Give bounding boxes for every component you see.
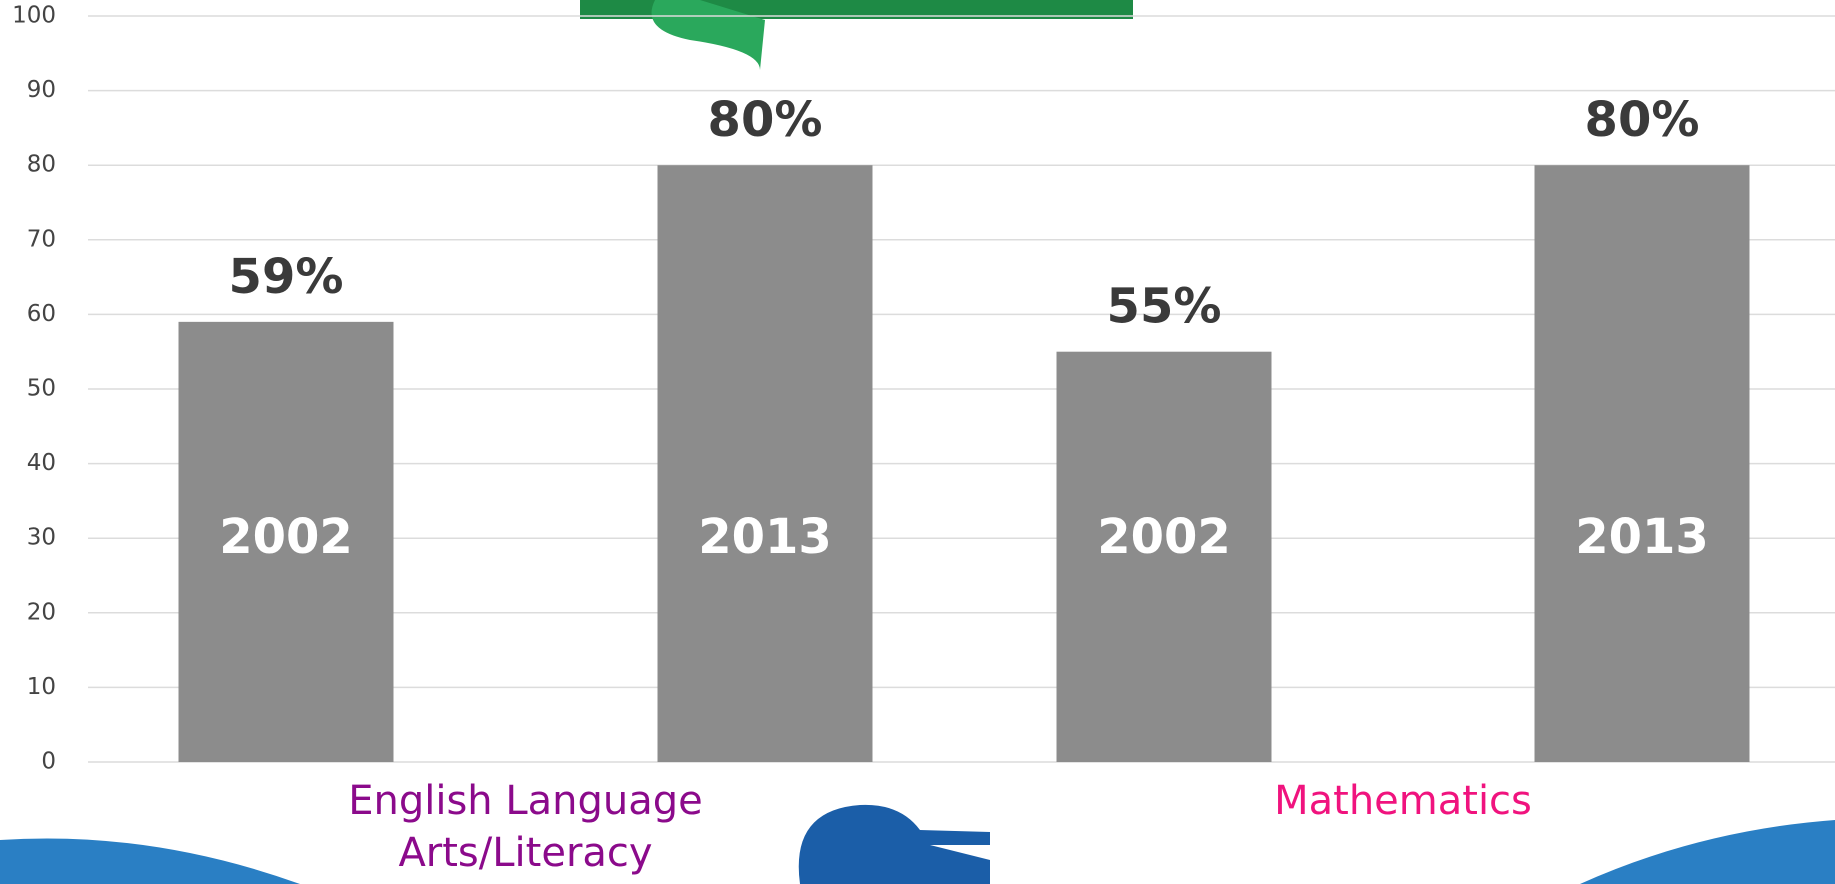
value-label: 59% [229, 249, 344, 305]
group-label: Mathematics [1274, 778, 1532, 824]
y-tick-label: 10 [27, 674, 56, 700]
bar-category-label: 2002 [1097, 509, 1231, 565]
y-tick-label: 70 [27, 226, 56, 252]
bar [1534, 165, 1750, 762]
decor-swoosh-right [1580, 820, 1835, 884]
y-tick-label: 40 [27, 450, 56, 476]
y-tick-label: 0 [41, 749, 56, 775]
bar-category-label: 2013 [1575, 509, 1709, 565]
bar [1056, 351, 1272, 762]
y-tick-label: 80 [27, 152, 56, 178]
value-label: 55% [1107, 279, 1222, 335]
y-tick-label: 90 [27, 77, 56, 103]
y-tick-label: 50 [27, 376, 56, 402]
y-tick-label: 20 [27, 599, 56, 625]
decor-swoosh-left [0, 838, 300, 884]
decor-logo [798, 804, 990, 884]
bar [178, 321, 394, 762]
group-label: English Language Arts/Literacy [348, 778, 703, 876]
bar [657, 165, 873, 762]
value-label: 80% [708, 92, 823, 148]
y-tick-label: 60 [27, 301, 56, 327]
bar-category-label: 2013 [698, 509, 832, 565]
logo-shape [651, 0, 765, 70]
y-tick-label: 100 [12, 3, 56, 29]
y-tick-label: 30 [27, 525, 56, 551]
bar-category-label: 2002 [219, 509, 353, 565]
value-label: 80% [1585, 92, 1700, 148]
